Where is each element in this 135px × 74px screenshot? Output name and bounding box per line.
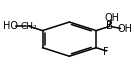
- Text: F: F: [103, 47, 109, 57]
- Text: CH₂: CH₂: [21, 22, 37, 31]
- Text: B: B: [106, 21, 113, 31]
- Text: OH: OH: [104, 13, 119, 22]
- Text: HO: HO: [3, 21, 18, 31]
- Text: OH: OH: [117, 24, 132, 34]
